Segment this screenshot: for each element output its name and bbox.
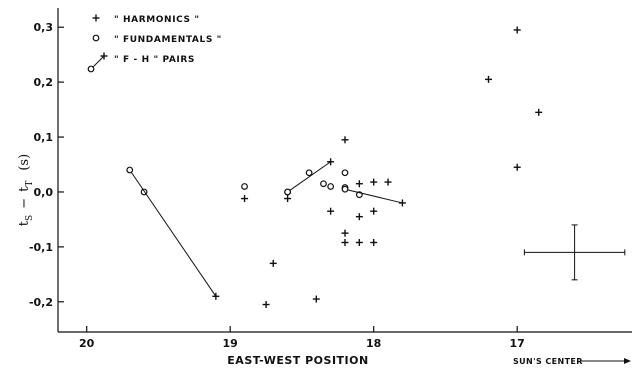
legend-marker-pair (87, 52, 108, 73)
harmonic-point-4 (341, 136, 349, 144)
x-note: SUN'S CENTER (513, 357, 631, 366)
y-tick-label-2: 0,1 (34, 131, 54, 144)
x-tick-label-3: 17 (510, 337, 525, 350)
y-label-sub2: T (25, 181, 35, 187)
y-label-minus: − (17, 198, 32, 209)
harmonic-point-0 (513, 26, 521, 34)
fundamental-point-1 (305, 169, 313, 177)
fh-pair-fundamental-0 (126, 166, 134, 174)
harmonic-point-2 (535, 108, 543, 116)
legend: " HARMONICS " " FUNDAMENTALS " " F - H " P… (87, 14, 222, 73)
harmonic-point-15 (355, 238, 363, 246)
x-tick-label-1: 19 (223, 337, 238, 350)
harmonic-point-6 (370, 178, 378, 186)
harmonic-point-19 (262, 301, 270, 309)
fh-pair-harmonic-1 (327, 158, 335, 166)
harmonic-point-8 (284, 195, 292, 203)
fundamental-point-6 (241, 183, 248, 190)
harmonic-point-10 (327, 207, 335, 215)
harmonic-point-1 (485, 75, 492, 83)
y-axis-label: tS−tT(s) (17, 154, 35, 226)
legend-marker-harmonics (92, 14, 100, 22)
legend-label-1: " FUNDAMENTALS " (114, 35, 222, 45)
fh-pair-line-1 (287, 161, 331, 193)
y-tick-label-4: -0,1 (29, 241, 53, 254)
x-note-text: SUN'S CENTER (513, 357, 583, 366)
harmonic-point-14 (341, 238, 349, 246)
fundamental-point-2 (320, 180, 327, 188)
y-tick-label-1: 0,2 (34, 76, 54, 89)
fh-pair-line-0 (129, 169, 217, 297)
legend-marker-fundamentals (92, 34, 100, 42)
y-tick-label-0: 0,3 (34, 21, 54, 34)
y-tick-label-3: 0,0 (34, 186, 54, 199)
fh-pair-harmonic-0 (212, 292, 220, 300)
harmonic-point-12 (355, 213, 363, 221)
y-label-t1: t (17, 220, 32, 226)
legend-pair-circle (87, 65, 95, 73)
y-label-sub1: S (25, 215, 35, 221)
axes: 0,3 0,2 0,1 0,0 -0,1 -0,2 20 19 18 17 (29, 8, 632, 350)
harmonic-point-13 (341, 229, 349, 237)
harmonic-point-9 (241, 195, 249, 203)
y-label-t2: t (17, 186, 32, 192)
legend-label-2: " F - H " PAIRS (114, 55, 195, 65)
harmonic-point-5 (355, 180, 363, 188)
harmonic-point-11 (370, 207, 378, 215)
y-axis-label-text: tS−tT(s) (17, 154, 35, 226)
harmonic-point-7 (384, 178, 392, 186)
y-tick-label-5: -0,2 (29, 296, 53, 309)
harmonic-point-18 (312, 295, 320, 303)
y-label-unit: (s) (17, 154, 32, 171)
error-bar (523, 224, 626, 281)
x-axis-label: EAST-WEST POSITION (227, 354, 368, 367)
fh-pair-2 (341, 185, 406, 207)
legend-label-0: " HARMONICS " (114, 15, 200, 25)
fundamental-point-3 (327, 183, 335, 190)
fh-pair-harmonic-2 (398, 199, 406, 207)
fundamental-point-0 (341, 169, 349, 177)
harmonic-point-17 (269, 259, 277, 267)
legend-pair-plus (100, 52, 108, 60)
fh-pair-1 (284, 158, 335, 196)
x-tick-label-2: 18 (366, 337, 381, 350)
harmonic-point-3 (513, 163, 521, 171)
x-tick-label-0: 20 (79, 337, 95, 350)
data-marks (126, 26, 626, 309)
harmonic-point-16 (370, 238, 378, 246)
x-note-arrow-head (624, 358, 631, 364)
fh-pair-fundamental-2 (341, 185, 349, 193)
fh-pair-line-2 (344, 188, 403, 204)
fh-pair-0 (126, 166, 220, 300)
fh-pair-fundamental-1 (284, 188, 292, 196)
